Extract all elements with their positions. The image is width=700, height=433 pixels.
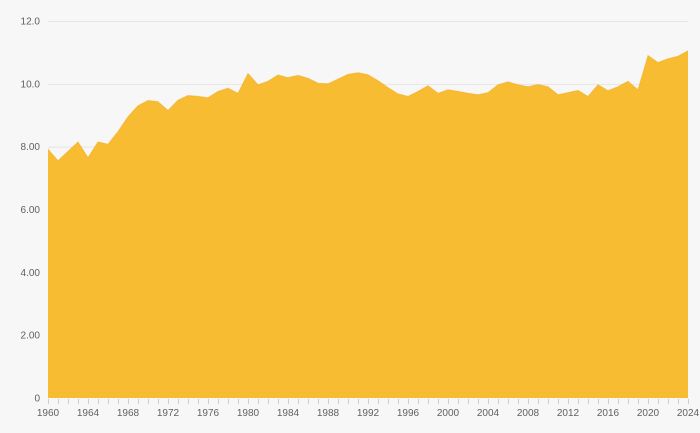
area-series-edge <box>47 50 689 162</box>
x-axis-label: 1996 <box>397 408 420 419</box>
x-axis-label: 2024 <box>677 408 700 419</box>
x-axis-label: 1968 <box>117 408 140 419</box>
x-axis-label: 2016 <box>597 408 620 419</box>
x-axis-label: 1980 <box>237 408 260 419</box>
x-axis-label: 2000 <box>437 408 460 419</box>
x-axis-label: 1992 <box>357 408 380 419</box>
y-axis-label: 4.00 <box>21 268 41 279</box>
x-axis-label: 2008 <box>517 408 540 419</box>
y-axis-label: 8.00 <box>21 142 41 153</box>
x-axis-label: 1984 <box>277 408 300 419</box>
x-axis-label: 2004 <box>477 408 500 419</box>
x-axis-label: 1960 <box>37 408 60 419</box>
area-series <box>48 50 688 399</box>
x-axis-label: 1972 <box>157 408 180 419</box>
x-axis-label: 2012 <box>557 408 580 419</box>
x-axis-label: 1964 <box>77 408 100 419</box>
x-axis-label: 2020 <box>637 408 660 419</box>
y-axis-label: 2.00 <box>21 331 41 342</box>
y-axis-label: 10.0 <box>21 79 41 90</box>
x-axis-label: 1976 <box>197 408 220 419</box>
y-axis-label: 12.0 <box>21 17 41 28</box>
y-axis-label: 0 <box>34 394 40 405</box>
y-axis-label: 6.00 <box>21 205 41 216</box>
x-axis-label: 1988 <box>317 408 340 419</box>
